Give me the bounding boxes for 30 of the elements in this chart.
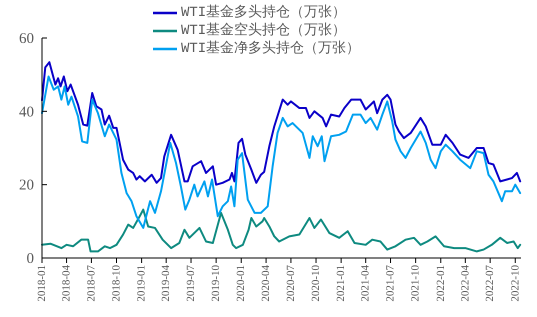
y-tick-label: 60 [19,31,34,47]
x-tick-label: 2018-07 [85,264,98,302]
line-series [41,61,522,186]
x-tick-label: 2019-01 [136,265,148,302]
x-tick-label: 2020-01 [235,265,248,302]
x-tick-label: 2022-04 [459,264,472,302]
x-tick-label: 2021-07 [384,264,397,302]
x-tick-label: 2022-07 [484,264,496,302]
legend-label: WTI基金空头持仓（万张） [181,22,346,39]
legend-label: WTI基金多头持仓（万张） [181,4,346,21]
x-tick-label: 2018-10 [110,264,123,302]
x-tick-label: 2022-10 [509,264,522,302]
x-tick-label: 2018-04 [60,264,73,302]
line-series [41,208,522,252]
x-tick-label: 2021-04 [360,264,372,302]
x-tick-label: 2022-01 [434,265,447,302]
x-tick-label: 2019-07 [185,264,198,302]
x-tick-label: 2021-10 [410,264,422,302]
y-tick-label: 0 [26,251,34,267]
x-tick-label: 2019-10 [210,264,222,302]
x-tick-label: 2021-01 [335,265,348,302]
line-series [41,76,522,229]
x-tick-label: 2020-04 [260,264,272,302]
legend-label: WTI基金净多头持仓（万张） [181,40,360,57]
x-tick-label: 2018-01 [36,265,48,302]
x-tick-label: 2020-10 [310,264,322,302]
x-tick-label: 2019-04 [160,264,172,302]
y-tick-label: 40 [19,104,34,120]
x-tick-label: 2020-07 [284,264,297,302]
y-tick-label: 20 [19,178,34,194]
